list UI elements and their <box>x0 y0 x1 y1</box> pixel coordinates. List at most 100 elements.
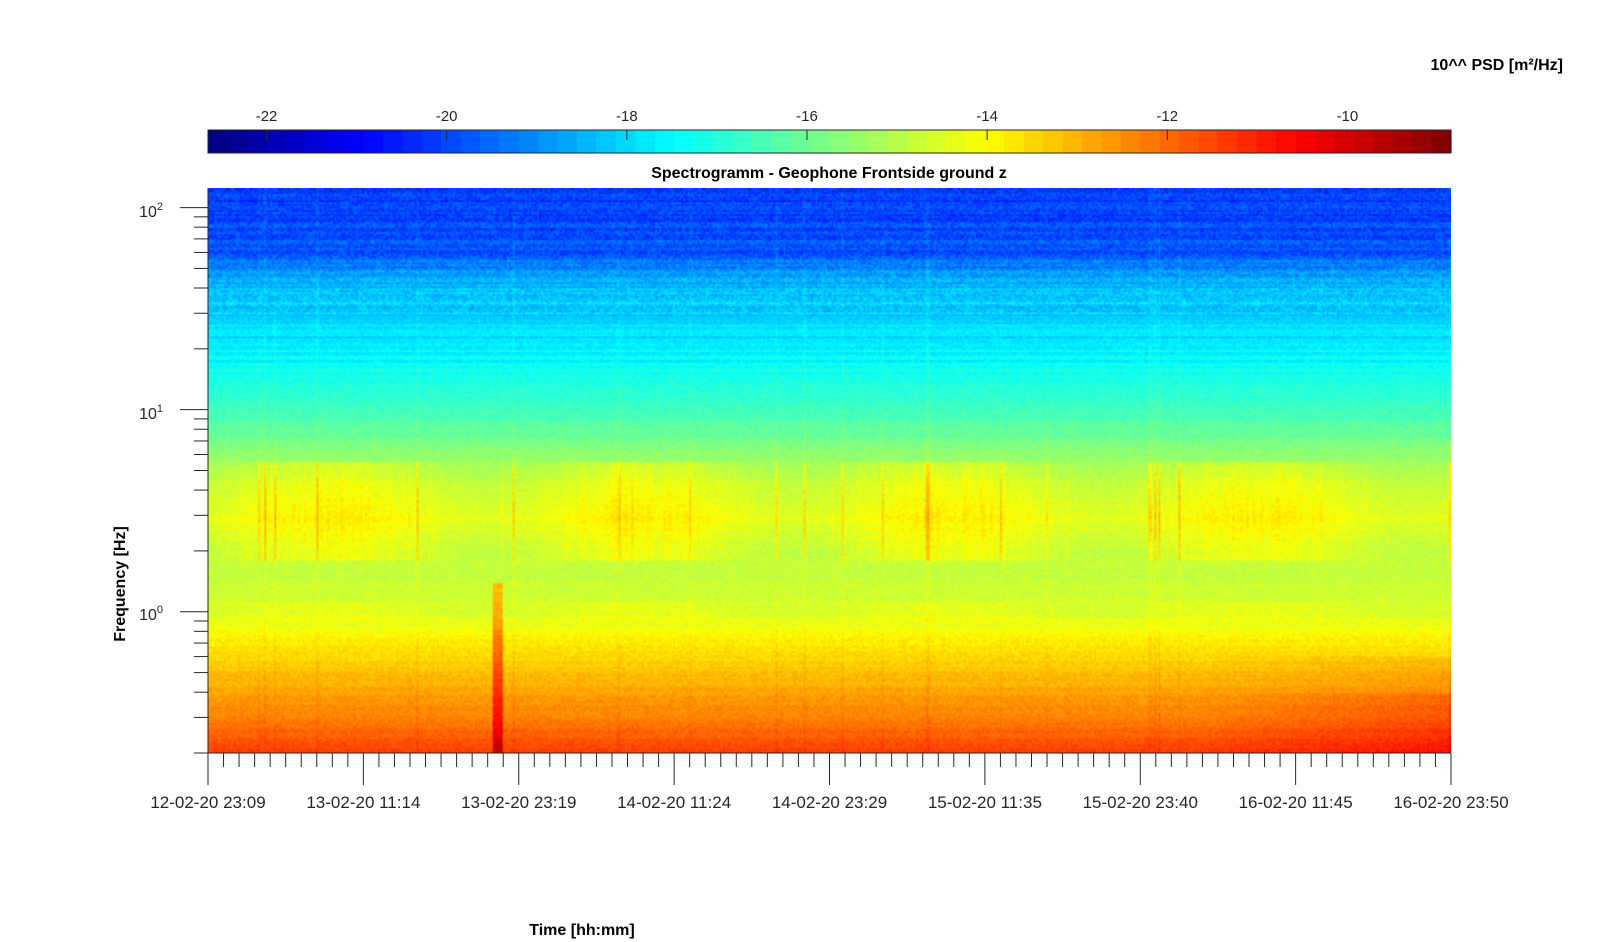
colorbar-swatch <box>1431 130 1452 153</box>
x-tick-label: 12-02-20 23:09 <box>150 793 265 812</box>
x-tick-label: 16-02-20 23:50 <box>1393 793 1508 812</box>
x-tick-label: 15-02-20 23:40 <box>1083 793 1198 812</box>
colorbar-tick-label: -16 <box>796 108 818 125</box>
colorbar-swatch <box>324 130 345 153</box>
colorbar-ticks: -22 -20 -18 -16 -14 -12 -10 <box>256 108 1359 140</box>
colorbar-swatch <box>1140 130 1161 153</box>
x-tick-label: 14-02-20 11:24 <box>617 793 731 812</box>
colorbar-swatch <box>674 130 695 153</box>
colorbar-swatch <box>635 130 656 153</box>
colorbar-swatch <box>1295 130 1316 153</box>
y-axis: 100 101 102 Frequency [Hz] <box>112 188 209 754</box>
colorbar-frame <box>207 129 1452 154</box>
colorbar-swatch <box>1062 130 1083 153</box>
y-axis-label: Frequency [Hz] <box>112 526 129 642</box>
colorbar-swatch <box>285 130 306 153</box>
colorbar-tick-label: -22 <box>256 108 278 125</box>
colorbar-swatch <box>965 130 986 153</box>
colorbar-swatch <box>1081 130 1103 153</box>
colorbar-swatch <box>654 130 675 153</box>
colorbar-tick-label: -20 <box>436 108 458 125</box>
colorbar-swatch <box>246 130 267 153</box>
colorbar-swatch <box>1179 130 1200 153</box>
colorbar-swatch <box>1004 130 1025 153</box>
colorbar-tick-label: -14 <box>976 108 998 125</box>
colorbar-swatch <box>518 130 539 153</box>
colorbar-swatches <box>208 130 1452 153</box>
colorbar-swatch <box>751 130 772 153</box>
colorbar-swatch <box>421 130 442 153</box>
colorbar-swatch <box>771 130 792 153</box>
colorbar-swatch <box>305 130 326 153</box>
colorbar-swatch <box>712 130 733 153</box>
colorbar-swatch <box>1256 130 1277 153</box>
x-tick-label: 13-02-20 23:19 <box>461 793 576 812</box>
x-axis-label: Time [hh:mm] <box>529 922 634 939</box>
colorbar-swatch <box>596 130 617 153</box>
colorbar-swatch <box>848 130 869 153</box>
colorbar-swatch <box>343 130 364 153</box>
chart-title: Spectrogramm - Geophone Frontside ground… <box>651 165 1007 182</box>
colorbar-swatch <box>1159 130 1180 153</box>
colorbar-swatch <box>868 130 889 153</box>
colorbar-swatch <box>382 130 403 153</box>
colorbar-swatch <box>1237 130 1258 153</box>
colorbar-swatch <box>693 130 714 153</box>
colorbar-swatch <box>266 130 287 153</box>
colorbar-swatch <box>1043 130 1064 153</box>
colorbar-swatch <box>1023 130 1044 153</box>
colorbar-swatch <box>926 130 947 153</box>
colorbar: -22 -20 -18 -16 -14 -12 -10 <box>207 108 1452 154</box>
x-tick-label: 13-02-20 11:14 <box>306 793 420 812</box>
y-ticks <box>180 207 208 754</box>
x-tick-labels: 12-02-20 23:09 13-02-20 11:14 13-02-20 23:… <box>150 793 1508 812</box>
spectrogram-image <box>208 188 1451 753</box>
y-tick-label-1: 100 <box>139 604 163 624</box>
colorbar-swatch <box>887 130 908 153</box>
colorbar-swatch <box>790 130 811 153</box>
colorbar-swatch <box>557 130 578 153</box>
colorbar-swatch <box>984 130 1005 153</box>
colorbar-swatch <box>1392 130 1413 153</box>
colorbar-swatch <box>460 130 481 153</box>
colorbar-swatch <box>829 130 850 153</box>
colorbar-tick-label: -10 <box>1337 108 1359 125</box>
colorbar-swatch <box>1373 130 1394 153</box>
colorbar-swatch <box>1276 130 1297 153</box>
colorbar-swatch <box>227 130 248 153</box>
y-tick-label-10: 101 <box>139 403 163 423</box>
colorbar-swatch <box>1120 130 1141 153</box>
colorbar-swatch <box>1198 130 1219 153</box>
colorbar-swatch <box>1334 130 1355 153</box>
colorbar-swatch <box>441 130 462 153</box>
colorbar-swatch <box>810 130 831 153</box>
colorbar-swatch <box>946 130 967 153</box>
colorbar-swatch <box>1217 130 1238 153</box>
x-axis: 12-02-20 23:09 13-02-20 11:14 13-02-20 23:… <box>150 752 1509 939</box>
colorbar-swatch <box>577 130 598 153</box>
colorbar-swatch <box>1315 130 1336 153</box>
colorbar-swatch <box>402 130 423 153</box>
x-ticks <box>207 753 1452 785</box>
colorbar-swatch <box>732 130 753 153</box>
colorbar-tick-label: -18 <box>616 108 638 125</box>
x-tick-label: 14-02-20 23:29 <box>772 793 887 812</box>
colorbar-swatch <box>1412 130 1433 153</box>
colorbar-swatch <box>1353 130 1374 153</box>
spectrogram-heatmap <box>208 188 1451 753</box>
colorbar-tick-label: -12 <box>1156 108 1178 125</box>
x-tick-label: 15-02-20 11:35 <box>928 793 1042 812</box>
colorbar-swatch <box>907 130 928 153</box>
colorbar-swatch <box>538 130 559 153</box>
colorbar-swatch <box>615 130 636 153</box>
colorbar-label: 10^^ PSD [m²/Hz] <box>1431 57 1563 74</box>
colorbar-swatch <box>479 130 500 153</box>
y-tick-label-100: 102 <box>139 201 163 221</box>
x-tick-label: 16-02-20 11:45 <box>1239 793 1353 812</box>
y-tick-labels: 100 101 102 <box>139 201 163 624</box>
colorbar-swatch <box>499 130 520 153</box>
colorbar-swatch <box>208 130 229 153</box>
colorbar-swatch <box>363 130 384 153</box>
colorbar-swatch <box>1101 130 1122 153</box>
